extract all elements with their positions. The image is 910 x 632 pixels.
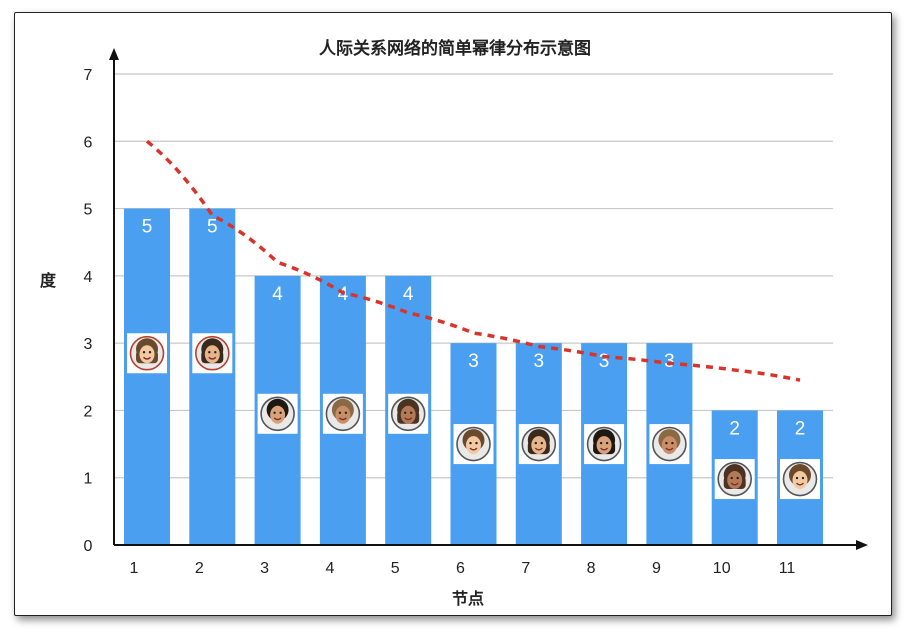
bar-data-label: 2 (729, 418, 740, 439)
avatar-mouth (143, 356, 151, 360)
bar-data-label: 5 (207, 217, 218, 238)
y-tick-label: 2 (84, 403, 93, 420)
avatar-eye (344, 411, 348, 414)
avatar-eye (208, 351, 211, 354)
avatar-eye (410, 411, 413, 414)
avatar-face (400, 405, 416, 424)
avatar-mouth (404, 417, 413, 421)
x-tick-label: 7 (521, 560, 530, 577)
avatar-eye (534, 441, 537, 445)
trend-curve (145, 139, 801, 382)
avatar-eye (540, 441, 543, 445)
x-axis-arrow (856, 540, 868, 550)
avatar-mouth (534, 447, 543, 451)
avatar-eye (404, 411, 407, 414)
avatar-eye (475, 441, 478, 445)
avatar-face (531, 436, 547, 455)
y-tick-label: 5 (84, 202, 93, 219)
x-tick-label: 5 (391, 560, 400, 577)
x-tick-label: 6 (456, 560, 465, 577)
avatar-eye (730, 476, 733, 480)
avatar-face (204, 345, 220, 364)
x-tick-label: 2 (195, 560, 204, 577)
bar-data-label: 3 (599, 351, 610, 372)
avatar-eye (599, 441, 603, 445)
x-tick-label: 10 (713, 560, 731, 577)
y-tick-label: 6 (84, 134, 93, 151)
avatar-mouth (469, 447, 478, 451)
y-tick-label: 4 (84, 269, 93, 286)
avatar-face (335, 405, 351, 424)
female-avatar-icon (584, 424, 625, 465)
avatar-mouth (208, 356, 217, 360)
x-tick-label: 4 (325, 560, 334, 577)
avatar-eye (273, 411, 276, 414)
male-avatar-icon (453, 424, 494, 465)
chart-title: 人际关系网络的简单幂律分布示意图 (319, 38, 591, 59)
avatar-eye (605, 441, 609, 445)
bar-data-label: 5 (142, 217, 153, 238)
bar-data-label: 3 (534, 351, 545, 372)
y-tick-label: 7 (84, 67, 93, 84)
avatar-markers (127, 333, 820, 500)
x-tick-labels: 1 2 3 4 5 6 7 8 9 10 11 (130, 560, 796, 577)
avatar-eye (279, 411, 282, 414)
y-tick-label: 0 (84, 538, 93, 555)
avatar-mouth (600, 447, 609, 451)
avatar-mouth (273, 417, 282, 421)
avatar-eye (214, 351, 217, 354)
avatar-face (466, 436, 481, 455)
avatar-eye (148, 351, 152, 354)
female-avatar-icon (127, 333, 167, 374)
avatar-eye (671, 441, 674, 445)
avatar-eye (338, 411, 342, 414)
avatar-face (727, 471, 743, 490)
female-avatar-icon (518, 424, 559, 465)
avatar-eye (795, 476, 799, 480)
bar (124, 208, 170, 546)
avatar-mouth (730, 482, 739, 486)
female-avatar-icon (388, 393, 429, 434)
avatar-mouth (796, 482, 804, 486)
y-axis-label: 度 (40, 271, 57, 290)
female-avatar-icon (192, 333, 233, 374)
bar-data-label: 3 (468, 351, 479, 372)
male-avatar-icon (780, 459, 820, 500)
bar (189, 208, 236, 546)
male-avatar-icon (322, 393, 363, 434)
x-tick-label: 9 (652, 560, 661, 577)
avatar-mouth (665, 447, 674, 451)
y-tick-label: 3 (84, 336, 93, 353)
x-tick-label: 8 (587, 560, 596, 577)
avatar-eye (736, 476, 739, 480)
female-avatar-icon (714, 459, 755, 500)
avatar-eye (142, 351, 146, 354)
trend-curve-path (145, 139, 801, 382)
avatar-face (792, 471, 808, 490)
avatar-face (139, 345, 155, 364)
male-avatar-icon (257, 393, 298, 434)
avatar-eye (469, 441, 472, 445)
y-axis-arrow (109, 48, 119, 60)
y-tick-labels: 0 1 2 3 4 5 6 7 (84, 67, 93, 555)
avatar-face (270, 405, 286, 424)
x-tick-label: 1 (130, 560, 139, 577)
axes (109, 48, 868, 550)
avatar-mouth (338, 417, 347, 421)
avatar-eye (665, 441, 668, 445)
bar-data-label: 4 (272, 284, 283, 305)
bar-data-label: 4 (403, 284, 414, 305)
x-tick-label: 11 (779, 560, 796, 577)
y-tick-label: 1 (84, 471, 93, 488)
avatar-eye (801, 476, 805, 480)
avatar-face (661, 436, 677, 455)
x-axis-label: 节点 (452, 589, 484, 608)
avatar-face (596, 436, 612, 455)
male-avatar-icon (649, 424, 690, 465)
bar-data-label: 2 (795, 418, 806, 439)
x-tick-label: 3 (260, 560, 269, 577)
